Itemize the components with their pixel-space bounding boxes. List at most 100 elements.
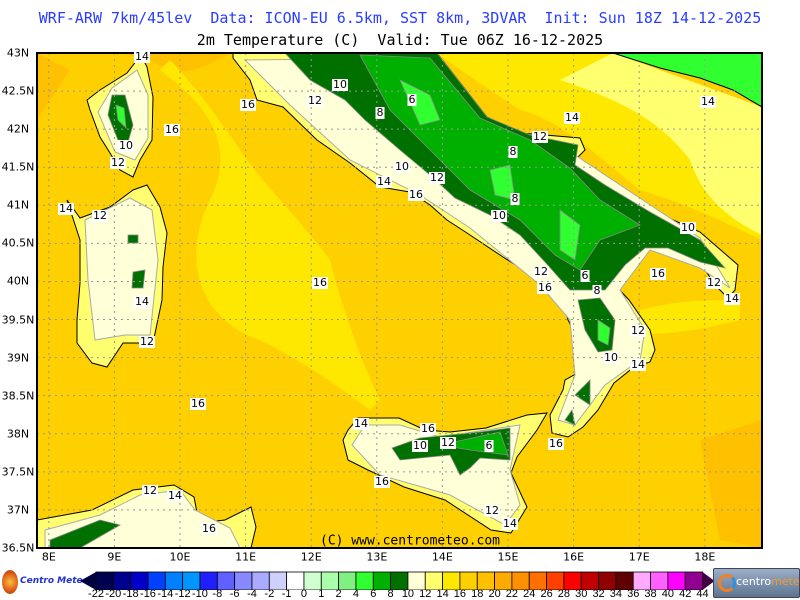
colorbar-label: 4 bbox=[352, 588, 359, 600]
contour-label: 16 bbox=[201, 522, 217, 535]
contour-label: 16 bbox=[190, 397, 206, 410]
contour-label: 16 bbox=[548, 437, 564, 450]
contour-label: 8 bbox=[375, 106, 385, 119]
contour-label: 10 bbox=[603, 351, 619, 364]
lat-label: 40.5N bbox=[1, 236, 35, 250]
contour-label: 14 bbox=[564, 111, 580, 124]
lat-label: 43N bbox=[6, 46, 30, 60]
contour-label: 16 bbox=[240, 98, 256, 111]
logo-right-b: meteo bbox=[771, 575, 800, 588]
contour-label: 16 bbox=[537, 281, 553, 294]
contour-label: 14 bbox=[134, 50, 150, 63]
colorbar-label: -14 bbox=[157, 588, 174, 600]
contour-label: 16 bbox=[650, 267, 666, 280]
colorbar-label: -4 bbox=[247, 588, 257, 600]
colorbar-label: -6 bbox=[229, 588, 240, 600]
colorbar-label: -8 bbox=[212, 588, 223, 600]
lon-label: 8E bbox=[41, 550, 56, 564]
colorbar bbox=[80, 571, 715, 590]
contour-label: 8 bbox=[592, 284, 602, 297]
graticule bbox=[37, 53, 762, 548]
map-frame bbox=[36, 52, 763, 549]
contour-label: 14 bbox=[724, 292, 740, 305]
colorbar-label: 38 bbox=[644, 588, 657, 600]
colorbar-label: -12 bbox=[174, 588, 191, 600]
contour-label: 12 bbox=[139, 335, 155, 348]
colorbar-label: 36 bbox=[627, 588, 640, 600]
lat-label: 41.5N bbox=[1, 160, 35, 174]
sea-18-20-se bbox=[700, 420, 762, 548]
lat-label: 40N bbox=[6, 274, 30, 288]
colorbar-label: -1 bbox=[281, 588, 292, 600]
logo-right-text: centrometeo bbox=[736, 575, 800, 588]
map-title: WRF-ARW 7km/45lev Data: ICON-EU 6.5km, S… bbox=[38, 9, 762, 27]
colorbar-label: 24 bbox=[523, 588, 536, 600]
lon-label: 11E bbox=[235, 550, 257, 564]
land-green-contours bbox=[49, 53, 727, 548]
contour-label: 6 bbox=[407, 93, 417, 106]
contour-label: 14 bbox=[58, 202, 74, 215]
colorbar-high-arrow bbox=[702, 572, 715, 590]
lat-label: 36.5N bbox=[1, 541, 35, 555]
logo-emblem-icon bbox=[2, 570, 18, 594]
colorbar-low-arrow bbox=[80, 572, 96, 590]
contour-label: 12 bbox=[532, 130, 548, 143]
contour-label: 16 bbox=[374, 475, 390, 488]
contour-label: 14 bbox=[700, 95, 716, 108]
colorbar-label: -2 bbox=[264, 588, 275, 600]
lat-label: 42.5N bbox=[1, 84, 35, 98]
logo-left-text: Centro Meteo Aquesano bbox=[20, 576, 96, 586]
colorbar-label: 0 bbox=[300, 588, 308, 600]
contour-label: 16 bbox=[420, 422, 436, 435]
colorbar-label: -10 bbox=[192, 588, 208, 600]
copyright-text: (C) www.centrometeo.com bbox=[319, 533, 501, 549]
contour-label: 8 bbox=[510, 192, 520, 205]
contour-label: 10 bbox=[332, 78, 348, 91]
colorbar-label: 44 bbox=[696, 588, 709, 600]
lon-label: 10E bbox=[169, 550, 191, 564]
contour-label: 6 bbox=[580, 269, 590, 282]
colorbar-label: 34 bbox=[609, 588, 623, 600]
lat-label: 37N bbox=[6, 503, 30, 517]
balkans bbox=[612, 53, 762, 108]
contour-label: 12 bbox=[110, 156, 126, 169]
colorbar-label: -20 bbox=[105, 588, 122, 600]
colorbar-label: 14 bbox=[436, 588, 449, 600]
lon-label: 15E bbox=[497, 550, 519, 564]
sea-14-16-central bbox=[160, 60, 380, 410]
contour-label: 6 bbox=[484, 439, 494, 452]
contour-label: 14 bbox=[353, 417, 369, 430]
colorbar-label: 20 bbox=[488, 588, 501, 600]
colorbar-label: 30 bbox=[575, 588, 588, 600]
colorbar-label: 40 bbox=[661, 588, 674, 600]
colorbar-label: -22 bbox=[88, 588, 104, 600]
contour-label: 14 bbox=[167, 489, 183, 502]
contour-label: 14 bbox=[376, 175, 392, 188]
lon-label: 12E bbox=[300, 550, 322, 564]
lat-label: 38.5N bbox=[1, 389, 35, 403]
contour-label: 14 bbox=[502, 517, 518, 530]
lon-label: 18E bbox=[694, 550, 716, 564]
contour-label: 10 bbox=[394, 160, 410, 173]
contour-label: 8 bbox=[508, 145, 518, 158]
contour-label: 12 bbox=[440, 436, 456, 449]
contour-label: 12 bbox=[630, 324, 646, 337]
lat-label: 38N bbox=[6, 427, 30, 441]
colorbar-label: -16 bbox=[140, 588, 156, 600]
colorbar-label: 1 bbox=[318, 588, 325, 600]
lon-label: 9E bbox=[107, 550, 122, 564]
lat-label: 37.5N bbox=[1, 465, 35, 479]
contour-label: 12 bbox=[484, 504, 500, 517]
swirl-icon bbox=[718, 574, 736, 592]
colorbar-label: 26 bbox=[540, 588, 553, 600]
colorbar-label: 10 bbox=[401, 588, 415, 600]
colorbar-label: 22 bbox=[505, 588, 519, 600]
lon-label: 13E bbox=[366, 550, 388, 564]
contour-label: 10 bbox=[491, 209, 507, 222]
colorbar-label: -18 bbox=[122, 588, 139, 600]
contour-label: 12 bbox=[92, 209, 108, 222]
contour-label: 12 bbox=[142, 484, 158, 497]
lat-label: 41N bbox=[6, 198, 30, 212]
contour-label: 14 bbox=[134, 295, 150, 308]
